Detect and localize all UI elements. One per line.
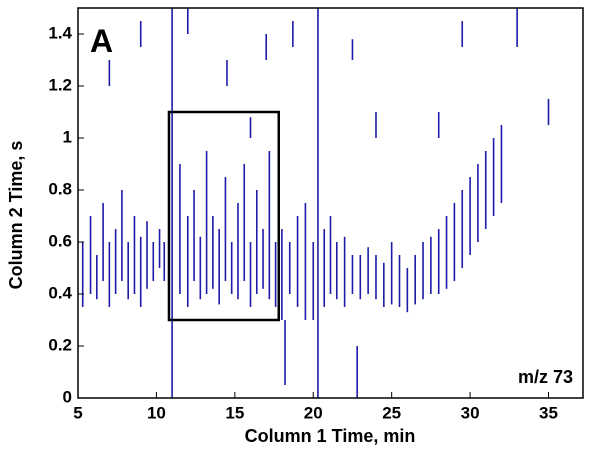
y-tick-label: 1.4 bbox=[48, 23, 72, 42]
x-tick-label: 15 bbox=[225, 403, 244, 422]
panel-label: A bbox=[90, 23, 113, 59]
x-tick-label: 20 bbox=[304, 403, 323, 422]
annotation: m/z 73 bbox=[518, 367, 573, 387]
x-tick-label: 35 bbox=[539, 403, 558, 422]
highlight-box bbox=[167, 110, 280, 322]
y-tick-label: 0.4 bbox=[48, 283, 72, 302]
y-tick-label: 0 bbox=[63, 387, 72, 406]
x-tick-label: 25 bbox=[382, 403, 401, 422]
x-tick-label: 10 bbox=[147, 403, 166, 422]
y-tick-label: 0.2 bbox=[48, 335, 72, 354]
y-axis-label: Column 2 Time, s bbox=[6, 141, 26, 290]
x-axis-label: Column 1 Time, min bbox=[245, 426, 416, 446]
plot-frame bbox=[77, 7, 584, 399]
y-tick-label: 0.8 bbox=[48, 179, 72, 198]
x-tick-label: 30 bbox=[461, 403, 480, 422]
y-tick-label: 1.2 bbox=[48, 75, 72, 94]
y-tick-label: 0.6 bbox=[48, 231, 72, 250]
y-tick-label: 1 bbox=[63, 127, 72, 146]
x-tick-label: 5 bbox=[73, 403, 82, 422]
